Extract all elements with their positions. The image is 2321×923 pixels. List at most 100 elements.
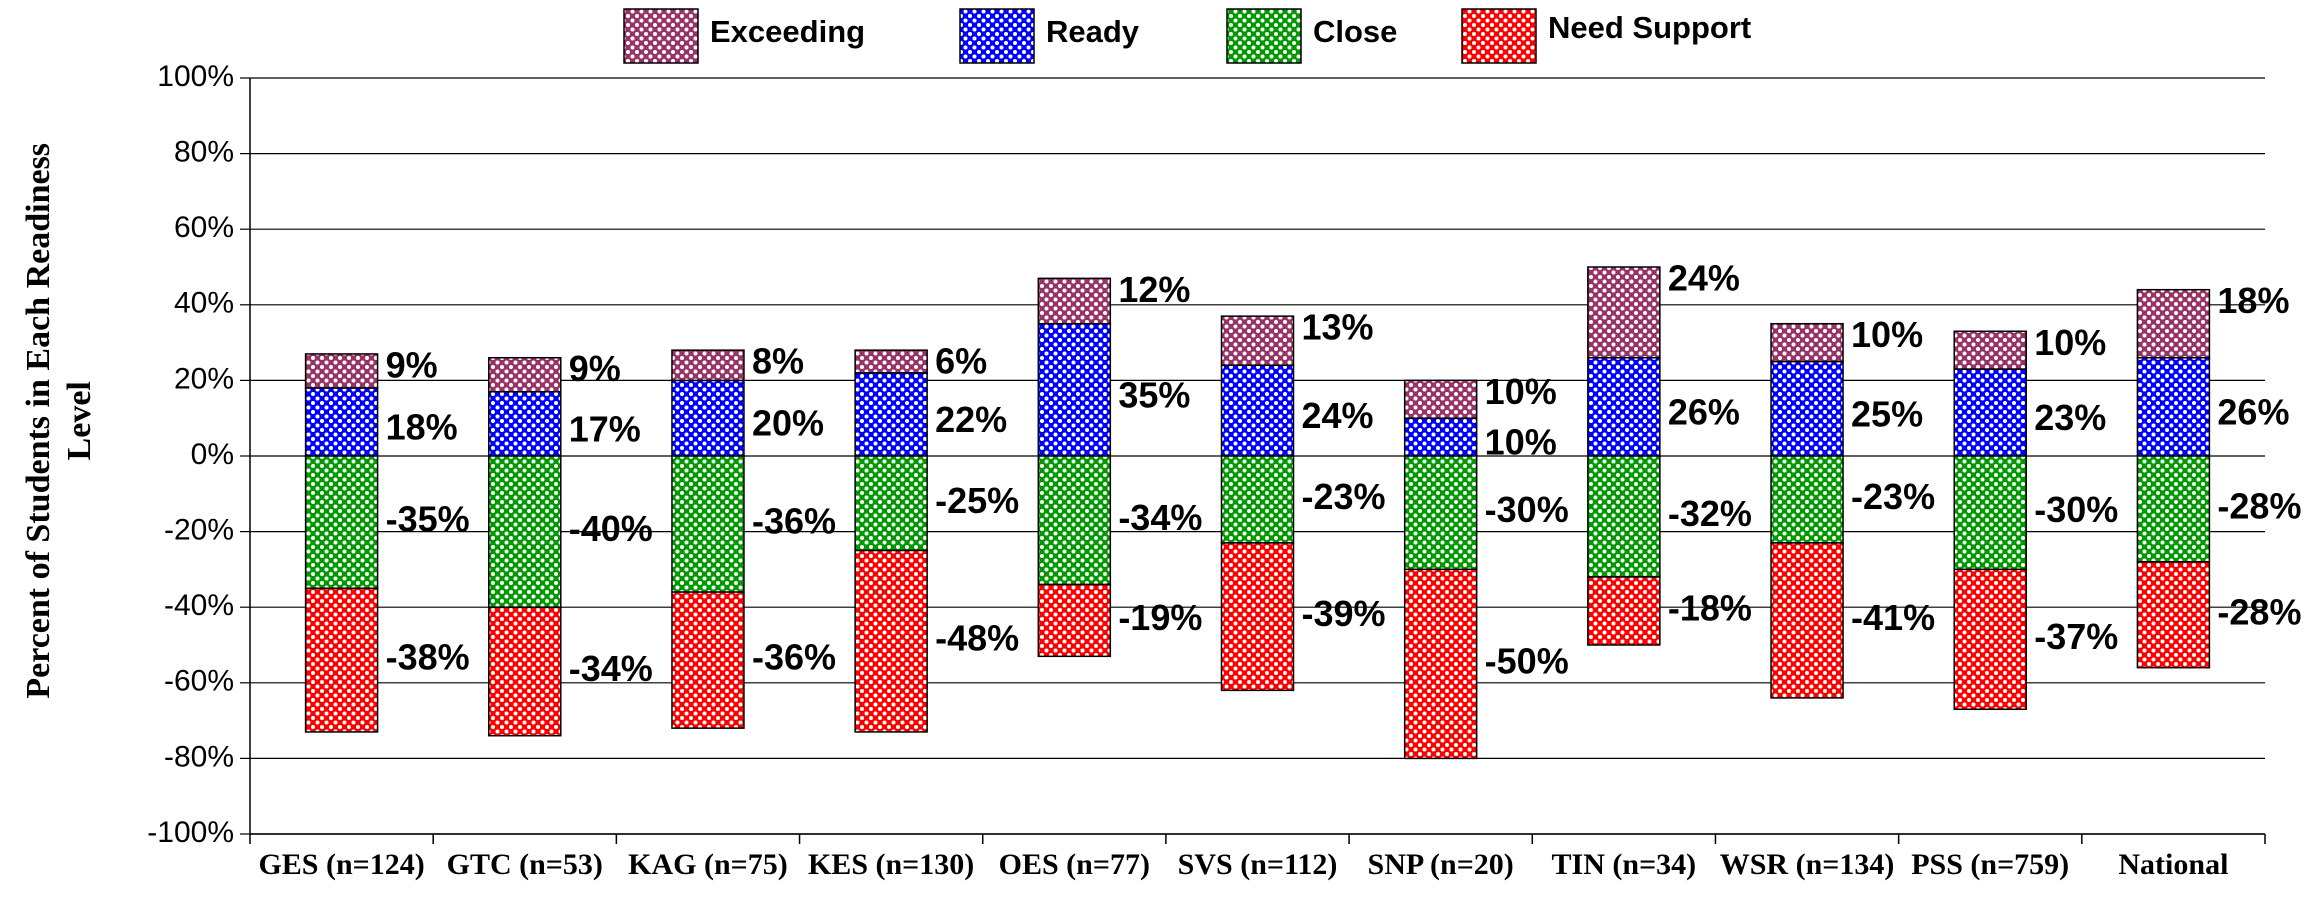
bar-segment bbox=[2136, 561, 2211, 669]
y-tick-label: -100% bbox=[147, 816, 234, 849]
data-label: -50% bbox=[1485, 640, 1569, 681]
data-label: -34% bbox=[1118, 497, 1202, 538]
bar-segment bbox=[1953, 330, 2027, 370]
bar-segment bbox=[1403, 379, 1478, 419]
legend-swatch bbox=[959, 8, 1035, 64]
bar-segment bbox=[304, 387, 379, 457]
data-label: 24% bbox=[1668, 258, 1740, 299]
bar-segment bbox=[1037, 583, 1112, 658]
bar-segment bbox=[304, 455, 379, 590]
y-tick-label: -80% bbox=[164, 740, 234, 773]
bar-segment bbox=[854, 549, 928, 733]
x-tick-label: GES (n=124) bbox=[258, 848, 425, 881]
bar-segment bbox=[1770, 322, 1844, 363]
y-tick-label: 60% bbox=[174, 211, 234, 244]
data-label: 22% bbox=[935, 399, 1007, 440]
bar-segment bbox=[304, 353, 379, 389]
bar-segment bbox=[1587, 455, 1661, 578]
data-label: -32% bbox=[1668, 493, 1752, 534]
x-tick-label: SNP (n=20) bbox=[1367, 848, 1514, 881]
legend-swatch bbox=[623, 8, 699, 64]
data-label: 8% bbox=[752, 341, 804, 382]
data-label: 12% bbox=[1118, 269, 1190, 310]
data-label: 18% bbox=[386, 406, 458, 447]
data-label: 25% bbox=[1851, 393, 1923, 434]
bar-segment bbox=[854, 372, 928, 457]
bar-segment bbox=[1037, 277, 1112, 325]
x-tick-label: KAG (n=75) bbox=[628, 848, 788, 881]
bar-segment bbox=[1220, 455, 1295, 544]
data-label: -23% bbox=[1851, 476, 1935, 517]
data-label: 26% bbox=[1668, 391, 1740, 432]
y-tick-label: 40% bbox=[174, 287, 234, 320]
data-label: 10% bbox=[1485, 371, 1557, 412]
y-axis-label: Percent of Students in Each Readiness Le… bbox=[20, 142, 98, 699]
bar-segment bbox=[1587, 576, 1661, 646]
x-tick-label: GTC (n=53) bbox=[446, 848, 603, 881]
x-tick-label: KES (n=130) bbox=[807, 848, 975, 881]
legend-label: Exceeding bbox=[710, 14, 865, 49]
bar-segment bbox=[2136, 455, 2211, 563]
legend-label: Close bbox=[1313, 14, 1397, 49]
y-tick-label: 0% bbox=[191, 438, 234, 471]
bar-segment bbox=[1953, 455, 2027, 571]
bar-segment bbox=[1770, 360, 1844, 457]
data-label: 10% bbox=[2034, 322, 2106, 363]
y-tick-label: -60% bbox=[164, 665, 234, 698]
bar-segment bbox=[1403, 417, 1478, 457]
data-label: 20% bbox=[752, 403, 824, 444]
data-label: -48% bbox=[935, 618, 1019, 659]
bar-segment bbox=[1770, 455, 1844, 544]
bar-segment bbox=[1220, 315, 1295, 367]
x-tick-label: OES (n=77) bbox=[998, 848, 1150, 881]
bar-segment bbox=[1037, 322, 1112, 457]
data-label: 23% bbox=[2034, 397, 2106, 438]
legend-swatch bbox=[1461, 8, 1537, 64]
legend-label: Ready bbox=[1046, 14, 1140, 49]
data-label: 10% bbox=[1851, 314, 1923, 355]
data-label: -35% bbox=[386, 499, 470, 540]
bar-segment bbox=[1770, 542, 1844, 699]
data-label: -28% bbox=[2217, 485, 2301, 526]
bar-segment bbox=[2136, 356, 2211, 457]
x-tick-label: TIN (n=34) bbox=[1551, 848, 1697, 881]
bar-segment bbox=[671, 455, 745, 593]
data-label: 26% bbox=[2217, 391, 2289, 432]
data-label: 24% bbox=[1302, 395, 1374, 436]
data-label: -36% bbox=[752, 637, 836, 678]
bar-segment bbox=[488, 356, 562, 393]
bar-segment bbox=[671, 379, 745, 457]
bar-segment bbox=[854, 455, 928, 552]
data-label: 9% bbox=[386, 344, 438, 385]
bar-segment bbox=[671, 591, 745, 729]
data-label: -37% bbox=[2034, 616, 2118, 657]
data-label: 6% bbox=[935, 341, 987, 382]
y-tick-label: 80% bbox=[174, 136, 234, 169]
data-label: -36% bbox=[752, 501, 836, 542]
bar-segment bbox=[1953, 368, 2027, 457]
data-label: -18% bbox=[1668, 587, 1752, 628]
x-tick-label: SVS (n=112) bbox=[1177, 848, 1338, 881]
bar-segment bbox=[488, 606, 562, 737]
data-label: 9% bbox=[569, 348, 621, 389]
data-label: -25% bbox=[935, 480, 1019, 521]
x-tick-label: WSR (n=134) bbox=[1719, 848, 1895, 881]
y-tick-label: 100% bbox=[157, 60, 234, 93]
bar-segment bbox=[2136, 288, 2211, 359]
data-label: -34% bbox=[569, 648, 653, 689]
data-label: 18% bbox=[2217, 280, 2289, 321]
data-label: 35% bbox=[1118, 374, 1190, 415]
bar-segment bbox=[1587, 266, 1661, 359]
y-tick-label: -20% bbox=[164, 514, 234, 547]
data-label: -41% bbox=[1851, 597, 1935, 638]
x-tick-label: PSS (n=759) bbox=[1911, 848, 2070, 881]
bar-segment bbox=[1220, 364, 1295, 457]
y-tick-label: -40% bbox=[164, 589, 234, 622]
bar-segment bbox=[1403, 455, 1478, 571]
data-label: -30% bbox=[1485, 489, 1569, 530]
data-label: -38% bbox=[386, 637, 470, 678]
legend-label: Need Support bbox=[1548, 10, 1751, 45]
data-label: 10% bbox=[1485, 422, 1557, 463]
